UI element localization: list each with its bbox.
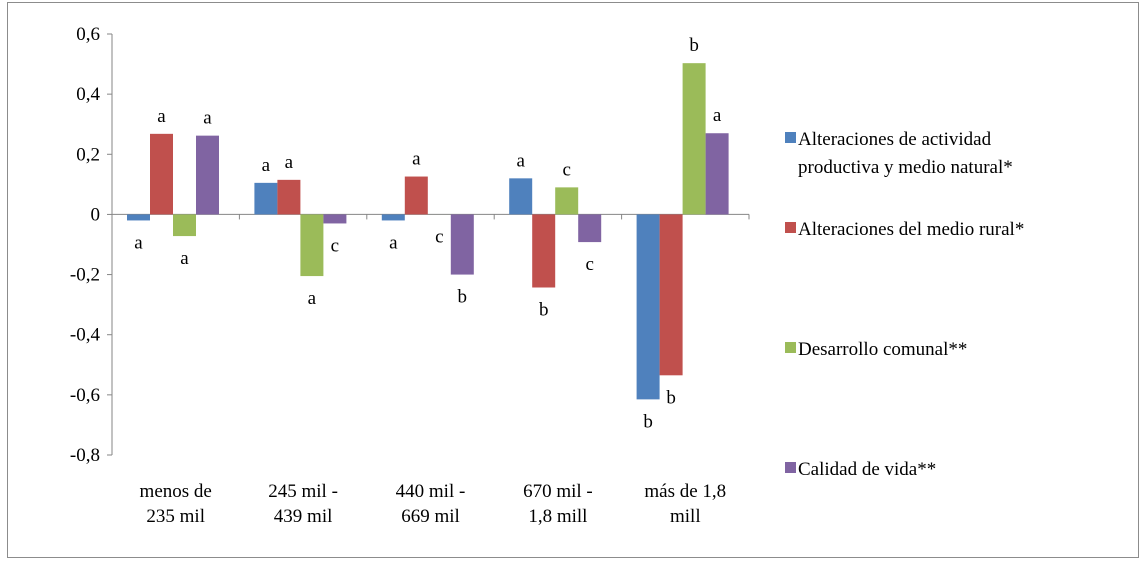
bar	[636, 214, 660, 400]
significance-letter: a	[389, 232, 398, 253]
legend-label: Alteraciones de actividad	[798, 129, 992, 150]
bar	[578, 214, 602, 243]
significance-letter: b	[458, 287, 468, 308]
y-tick-label: 0,6	[76, 24, 100, 45]
x-category-label: 670 mil -	[523, 481, 593, 502]
significance-letter: a	[412, 149, 421, 170]
bar	[381, 214, 405, 221]
bar	[404, 176, 428, 215]
significance-letter: b	[689, 35, 699, 56]
significance-letter: a	[516, 150, 525, 171]
y-tick-label: 0,2	[76, 144, 100, 165]
significance-letter: c	[562, 159, 570, 180]
significance-letter: c	[585, 254, 593, 275]
bar	[509, 178, 533, 215]
bar	[127, 214, 150, 221]
significance-letter: a	[285, 152, 294, 173]
y-tick-label: -0,4	[70, 325, 101, 346]
x-category-label: 245 mil -	[268, 481, 338, 502]
y-tick-label: 0,4	[76, 84, 100, 105]
bar	[323, 214, 347, 224]
significance-letter: a	[262, 155, 271, 176]
significance-letter: a	[713, 105, 722, 126]
significance-letter: c	[331, 235, 339, 256]
significance-letter: a	[180, 248, 189, 269]
x-category-label: más de 1,8	[644, 481, 726, 502]
legend-label: Alteraciones del medio rural*	[798, 219, 1024, 240]
legend-label: productiva y medio natural*	[798, 157, 1013, 178]
significance-letter: a	[157, 106, 166, 127]
bar	[150, 133, 173, 215]
significance-letter: b	[666, 387, 676, 408]
y-tick-label: -0,8	[70, 445, 100, 466]
legend-swatch	[785, 342, 796, 353]
y-tick-label: -0,6	[70, 385, 100, 406]
y-tick-label: -0,2	[70, 265, 100, 286]
legend-swatch	[785, 222, 796, 233]
legend-swatch	[785, 132, 796, 143]
bar	[682, 63, 706, 215]
bar	[173, 214, 196, 237]
bar	[450, 214, 474, 275]
bar	[532, 214, 556, 288]
significance-letter: a	[134, 232, 143, 253]
x-category-label: 1,8 mill	[528, 506, 587, 527]
legend-swatch	[785, 462, 796, 473]
bar	[254, 182, 278, 215]
bar	[555, 187, 579, 215]
legend-label: Calidad de vida**	[798, 459, 936, 480]
chart-frame: 0,6 0,4 0,2 0 -0,2 -0,4 -0,6 -0,8 a a a a b a a a b b a a c c…	[7, 2, 1139, 558]
x-category-label: 235 mil	[146, 506, 205, 527]
x-category-label: menos de	[140, 481, 212, 502]
y-tick-label: 0	[91, 204, 101, 225]
significance-letter: c	[435, 226, 443, 247]
x-category-label: 669 mil	[401, 506, 460, 527]
significance-letter: a	[308, 288, 317, 309]
x-category-label: 440 mil -	[396, 481, 466, 502]
significance-letter: a	[203, 108, 212, 129]
bar	[300, 214, 324, 277]
bar	[659, 214, 683, 376]
x-category-label: 439 mil	[274, 506, 333, 527]
x-category-label: mill	[670, 506, 701, 527]
bar	[277, 179, 301, 215]
significance-letter: b	[643, 411, 653, 432]
bar	[196, 135, 219, 215]
significance-letter: b	[539, 300, 549, 321]
legend-label: Desarrollo comunal**	[798, 339, 967, 360]
bar	[705, 133, 729, 215]
